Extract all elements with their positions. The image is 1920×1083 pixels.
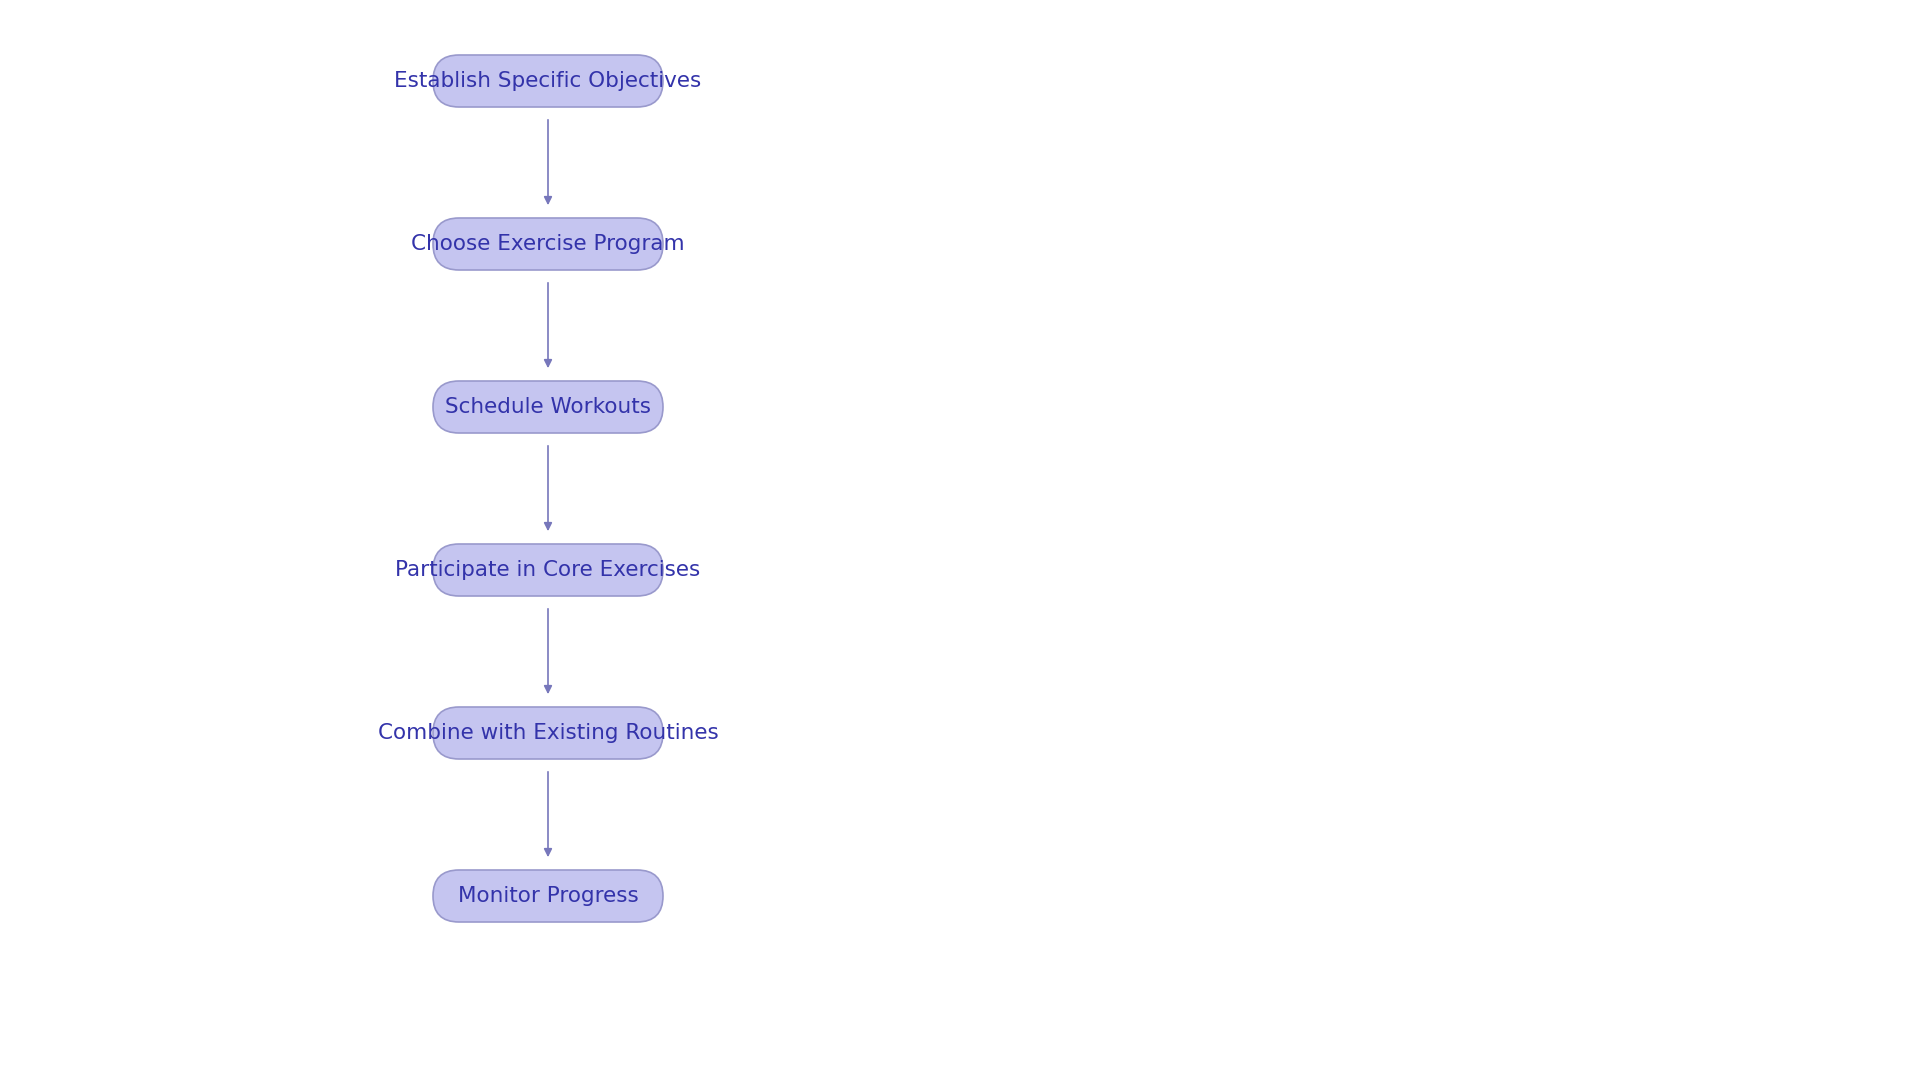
FancyBboxPatch shape (434, 707, 662, 759)
FancyBboxPatch shape (434, 55, 662, 107)
FancyBboxPatch shape (434, 870, 662, 922)
FancyBboxPatch shape (434, 381, 662, 433)
Text: Monitor Progress: Monitor Progress (457, 886, 637, 906)
FancyBboxPatch shape (434, 218, 662, 270)
FancyBboxPatch shape (434, 544, 662, 596)
Text: Establish Specific Objectives: Establish Specific Objectives (394, 71, 701, 91)
Text: Combine with Existing Routines: Combine with Existing Routines (378, 723, 718, 743)
Text: Participate in Core Exercises: Participate in Core Exercises (396, 560, 701, 580)
Text: Choose Exercise Program: Choose Exercise Program (411, 234, 685, 255)
Text: Schedule Workouts: Schedule Workouts (445, 397, 651, 417)
